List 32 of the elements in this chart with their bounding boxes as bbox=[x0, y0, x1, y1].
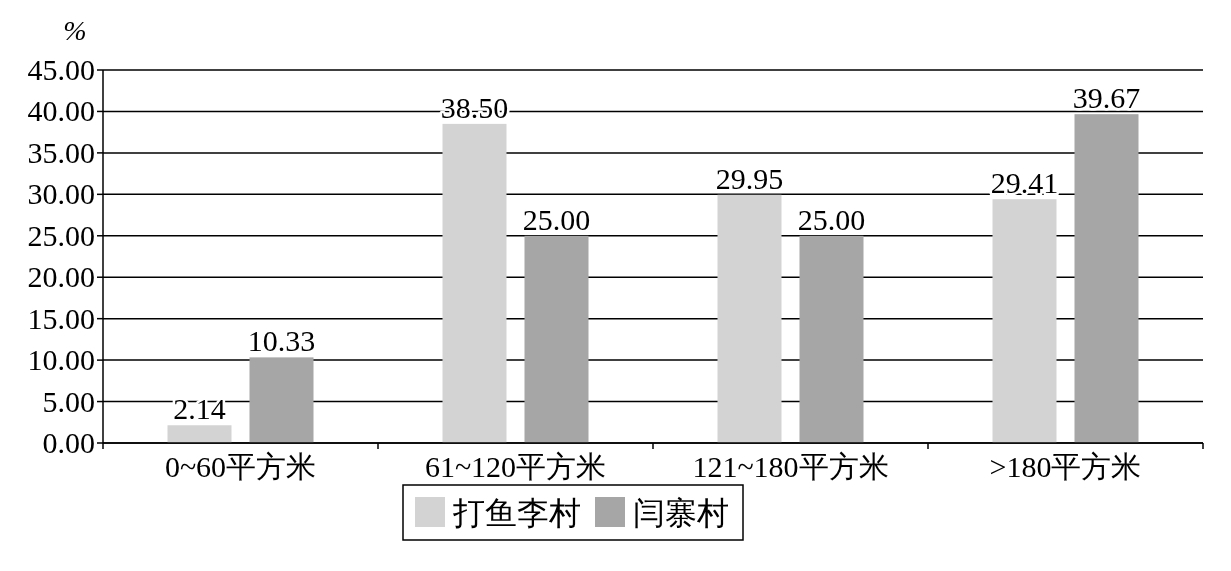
x-tick-label: 61~120平方米 bbox=[424, 450, 607, 483]
x-tick-label: 0~60平方米 bbox=[164, 450, 317, 483]
y-tick-label: 30.00 bbox=[27, 177, 95, 211]
data-label: 29.41 bbox=[990, 166, 1059, 200]
y-tick-label: 40.00 bbox=[27, 94, 95, 128]
x-tick-label: 121~180平方米 bbox=[692, 450, 889, 483]
data-label: 39.67 bbox=[1072, 81, 1141, 115]
bar bbox=[249, 357, 314, 443]
bar bbox=[167, 425, 232, 443]
bar bbox=[442, 123, 507, 443]
legend-label: 打鱼李村 bbox=[452, 495, 581, 531]
y-tick-label: 25.00 bbox=[27, 218, 95, 252]
data-label: 10.33 bbox=[247, 324, 316, 358]
bar bbox=[799, 235, 864, 443]
bar bbox=[717, 194, 782, 443]
bar bbox=[524, 235, 589, 443]
y-tick-label: 20.00 bbox=[27, 260, 95, 294]
bar bbox=[1074, 114, 1139, 443]
x-tick-label: >180平方米 bbox=[989, 450, 1142, 483]
y-tick-label: 15.00 bbox=[27, 301, 95, 335]
y-axis-title: % bbox=[63, 15, 87, 46]
data-label: 25.00 bbox=[797, 202, 866, 236]
y-tick-label: 5.00 bbox=[42, 384, 95, 418]
y-tick-label: 35.00 bbox=[27, 135, 95, 169]
data-label: 2.14 bbox=[173, 392, 226, 426]
data-label: 25.00 bbox=[522, 202, 591, 236]
legend-label: 闫寨村 bbox=[633, 495, 729, 531]
y-tick-label: 45.00 bbox=[27, 53, 95, 86]
y-tick-label: 10.00 bbox=[27, 343, 95, 377]
bar bbox=[992, 199, 1057, 443]
y-tick-label: 0.00 bbox=[42, 426, 95, 459]
data-label: 29.95 bbox=[715, 161, 784, 195]
